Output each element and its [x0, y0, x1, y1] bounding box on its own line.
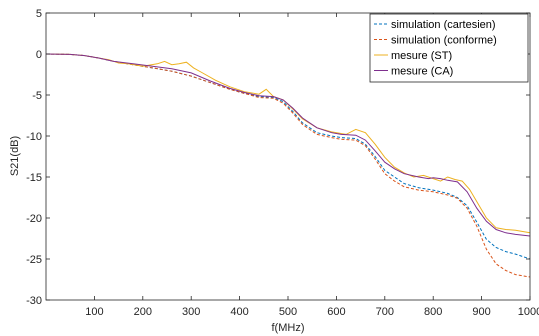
x-tick-label: 700: [376, 306, 394, 318]
y-tick-label: -25: [26, 254, 42, 266]
series-layer: [45, 53, 531, 278]
x-axis-title: f(MHz): [272, 322, 305, 334]
x-axis-ticks: 100 200 300 400 500 600 700 800 900 1000: [85, 13, 539, 318]
legend: simulation (cartesien) simulation (confor…: [369, 13, 529, 83]
x-tick-label: 900: [472, 306, 490, 318]
y-tick-label: -15: [26, 172, 42, 184]
x-tick-label: 400: [230, 306, 248, 318]
x-tick-label: 300: [182, 306, 200, 318]
y-tick-label: -5: [32, 90, 42, 102]
series-line-mesure-ca: [45, 53, 531, 237]
y-axis-ticks: 5 0 -5 -10 -15 -20 -25 -30: [26, 8, 530, 307]
series-line-mesure-st: [45, 53, 531, 234]
y-tick-label: 5: [36, 8, 42, 20]
series-line-simulation-conforme: [45, 53, 531, 278]
series-line-simulation-cartesien: [45, 53, 531, 260]
x-tick-label: 200: [134, 306, 152, 318]
legend-box: [369, 13, 529, 83]
y-tick-label: 0: [36, 49, 42, 61]
x-tick-label: 100: [85, 306, 103, 318]
legend-items: simulation (cartesien) simulation (confor…: [374, 19, 497, 78]
legend-label-mesure-st: mesure (ST): [391, 50, 452, 62]
x-tick-label: 600: [327, 306, 345, 318]
y-tick-label: -20: [26, 213, 42, 225]
x-tick-label: 1000: [518, 306, 539, 318]
y-axis-title: S21(dB): [9, 136, 21, 176]
legend-label-simulation-conforme: simulation (conforme): [391, 35, 497, 47]
y-tick-label: -30: [26, 295, 42, 307]
x-tick-label: 800: [424, 306, 442, 318]
x-tick-label: 500: [279, 306, 297, 318]
legend-label-simulation-cartesien: simulation (cartesien): [391, 19, 496, 31]
y-tick-label: -10: [26, 131, 42, 143]
legend-label-mesure-ca: mesure (CA): [391, 66, 453, 78]
